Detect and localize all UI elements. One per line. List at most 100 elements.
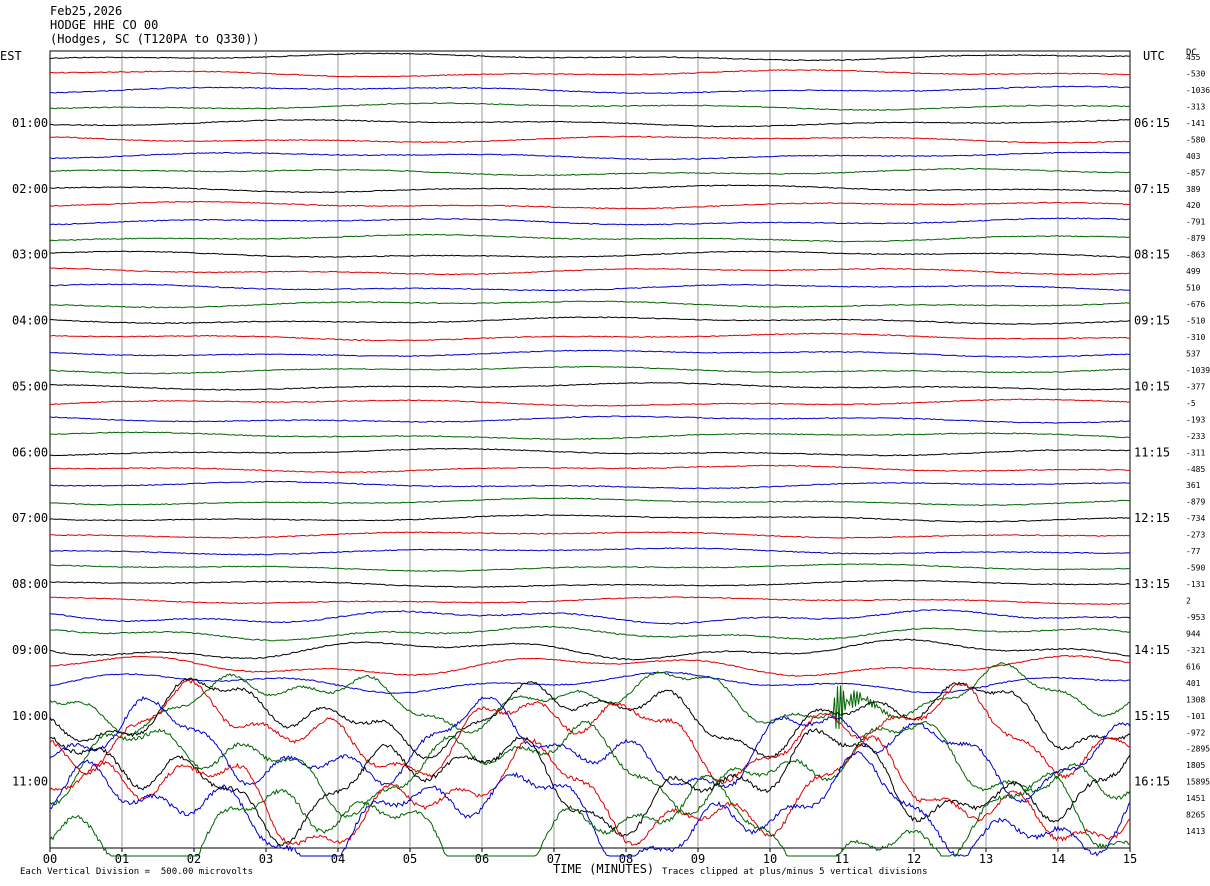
dc-offset-label: -233 — [1186, 432, 1205, 441]
dc-offset-label: -321 — [1186, 646, 1205, 655]
trace-2 — [49, 69, 1131, 78]
utc-hour-label: 12:15 — [1134, 511, 1170, 525]
trace-40 — [49, 662, 1131, 737]
dc-offset-label: 15895 — [1186, 778, 1210, 787]
trace-35 — [49, 609, 1131, 625]
x-tick-label: 15 — [1123, 852, 1137, 866]
trace-16 — [49, 300, 1131, 309]
trace-27 — [49, 480, 1130, 490]
trace-26 — [50, 464, 1131, 474]
trace-4 — [49, 102, 1131, 111]
utc-hour-label: 11:15 — [1134, 445, 1170, 459]
utc-hour-label: 13:15 — [1134, 577, 1170, 591]
station-label: HODGE HHE CO 00 — [50, 18, 159, 32]
trace-29 — [49, 514, 1131, 523]
utc-hour-label: 08:15 — [1134, 248, 1170, 262]
dc-offset-label: -791 — [1186, 218, 1205, 227]
dc-offset-label: 401 — [1186, 679, 1201, 688]
dc-offset-label: -530 — [1186, 69, 1205, 78]
dc-offset-label: -580 — [1186, 135, 1205, 144]
trace-24 — [49, 431, 1131, 441]
est-hour-label: 03:00 — [12, 248, 48, 262]
est-hour-label: 02:00 — [12, 182, 48, 196]
x-tick-label: 13 — [979, 852, 993, 866]
dc-offset-label: 1308 — [1186, 695, 1205, 704]
dc-offset-label: 2 — [1186, 597, 1191, 606]
trace-30 — [50, 531, 1131, 539]
x-tick-label: 06 — [475, 852, 489, 866]
trace-11 — [49, 217, 1131, 226]
x-tick-label: 10 — [763, 852, 777, 866]
x-tick-label: 00 — [43, 852, 57, 866]
trace-41 — [49, 677, 1131, 760]
dc-offset-label: -857 — [1186, 168, 1205, 177]
trace-20 — [49, 365, 1131, 375]
dc-offset-label: 420 — [1186, 201, 1201, 210]
dc-offset-label: -77 — [1186, 547, 1201, 556]
est-hour-label: 04:00 — [12, 314, 48, 328]
trace-9 — [49, 184, 1131, 194]
x-tick-label: 01 — [115, 852, 129, 866]
dc-offset-label: -879 — [1186, 234, 1205, 243]
right-axis-title: UTC — [1143, 49, 1165, 63]
trace-28 — [49, 497, 1131, 506]
utc-hour-label: 16:15 — [1134, 775, 1170, 789]
dc-offset-label: -510 — [1186, 317, 1205, 326]
dc-offset-label: -2895 — [1186, 745, 1210, 754]
dc-offset-label: -1036 — [1186, 86, 1210, 95]
dc-offset-label: 944 — [1186, 629, 1201, 638]
dc-offset-label: 510 — [1186, 284, 1201, 293]
est-hour-label: 06:00 — [12, 445, 48, 459]
dc-offset-label: -972 — [1186, 728, 1205, 737]
trace-32 — [49, 563, 1131, 573]
dc-title: DC — [1186, 48, 1197, 58]
trace-38 — [50, 654, 1131, 677]
x-tick-label: 11 — [835, 852, 849, 866]
dc-offset-label: 537 — [1186, 349, 1201, 358]
dc-offset-label: -101 — [1186, 712, 1205, 721]
dc-offset-label: -879 — [1186, 498, 1205, 507]
trace-36 — [50, 625, 1131, 642]
dc-offset-label: -310 — [1186, 333, 1205, 342]
trace-34 — [49, 596, 1131, 605]
trace-44 — [49, 720, 1131, 819]
dc-offset-label: -131 — [1186, 580, 1205, 589]
est-hour-label: 11:00 — [12, 775, 48, 789]
dc-offset-label: -141 — [1186, 119, 1205, 128]
utc-hour-label: 10:15 — [1134, 379, 1170, 393]
trace-13 — [50, 250, 1131, 258]
x-tick-label: 12 — [907, 852, 921, 866]
dc-offset-label: -273 — [1186, 531, 1205, 540]
x-axis-label: TIME (MINUTES) — [553, 862, 655, 876]
est-hour-label: 09:00 — [12, 643, 48, 657]
dc-offset-label: -193 — [1186, 415, 1205, 424]
date-label: Feb25,2026 — [50, 4, 123, 18]
scale-note: Each Vertical Division = 500.00 microvol… — [20, 867, 253, 877]
utc-hour-label: 14:15 — [1134, 643, 1170, 657]
x-tick-label: 14 — [1051, 852, 1065, 866]
clip-note: Traces clipped at plus/minus 5 vertical … — [662, 867, 928, 877]
trace-48 — [49, 772, 1131, 857]
dc-offset-label: -377 — [1186, 382, 1205, 391]
trace-37 — [49, 638, 1131, 661]
dc-offset-label: 403 — [1186, 152, 1201, 161]
trace-15 — [49, 283, 1131, 292]
dc-offset-label: 616 — [1186, 662, 1201, 671]
dc-offset-label: -953 — [1186, 613, 1205, 622]
est-hour-label: 07:00 — [12, 511, 48, 525]
dc-offset-label: -313 — [1186, 102, 1205, 111]
utc-hour-label: 07:15 — [1134, 182, 1170, 196]
dc-offset-label: 389 — [1186, 185, 1201, 194]
trace-31 — [49, 547, 1131, 556]
trace-21 — [49, 381, 1131, 391]
dc-offset-label: 499 — [1186, 267, 1201, 276]
dc-offset-label: -863 — [1186, 251, 1205, 260]
est-hour-label: 08:00 — [12, 577, 48, 591]
trace-5 — [49, 118, 1131, 128]
trace-46 — [49, 735, 1131, 846]
dc-offset-label: -676 — [1186, 300, 1205, 309]
trace-8 — [49, 167, 1131, 177]
dc-offset-label: 8265 — [1186, 811, 1205, 820]
trace-12 — [49, 233, 1131, 243]
